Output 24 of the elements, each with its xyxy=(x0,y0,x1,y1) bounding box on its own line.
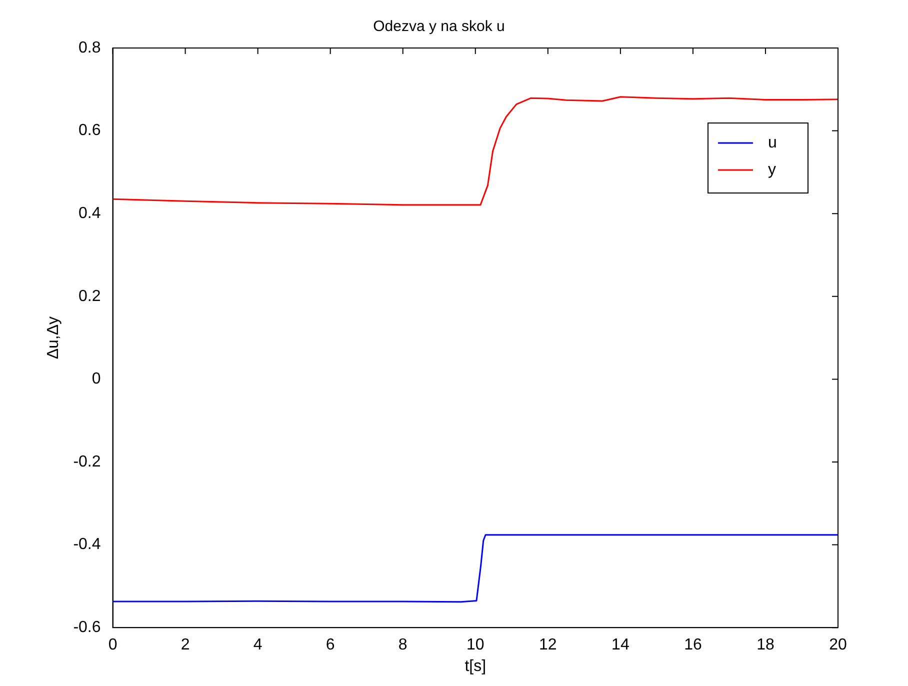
x-tick-label: 6 xyxy=(326,636,335,654)
x-tick-label: 2 xyxy=(180,636,190,654)
y-tick-label: 0.6 xyxy=(78,122,101,140)
x-tick-label: 8 xyxy=(398,636,408,654)
y-tick-label: 0.2 xyxy=(78,288,101,305)
y-tick-label: -0.6 xyxy=(73,619,101,636)
x-tick-label: 4 xyxy=(253,636,262,654)
x-tick-label: 10 xyxy=(466,636,484,654)
y-axis-title: Δu,Δy xyxy=(45,316,62,360)
legend-label: u xyxy=(768,134,777,152)
y-tick-label: -0.2 xyxy=(73,453,101,470)
chart-title: Odezva y na skok u xyxy=(373,18,505,36)
x-tick-label: 12 xyxy=(539,636,557,654)
x-tick-label: 14 xyxy=(612,636,630,654)
x-axis-title: t[s] xyxy=(464,658,486,675)
y-tick-label: -0.4 xyxy=(73,536,101,554)
legend-label: y xyxy=(768,161,776,178)
x-tick-label: 18 xyxy=(756,636,774,654)
x-tick-label: 20 xyxy=(829,636,847,654)
x-tick-label: 16 xyxy=(684,636,702,654)
y-tick-label: 0.8 xyxy=(78,39,101,56)
x-tick-label: 0 xyxy=(108,636,118,654)
y-tick-label: 0 xyxy=(92,370,101,388)
y-tick-label: 0.4 xyxy=(78,205,101,222)
